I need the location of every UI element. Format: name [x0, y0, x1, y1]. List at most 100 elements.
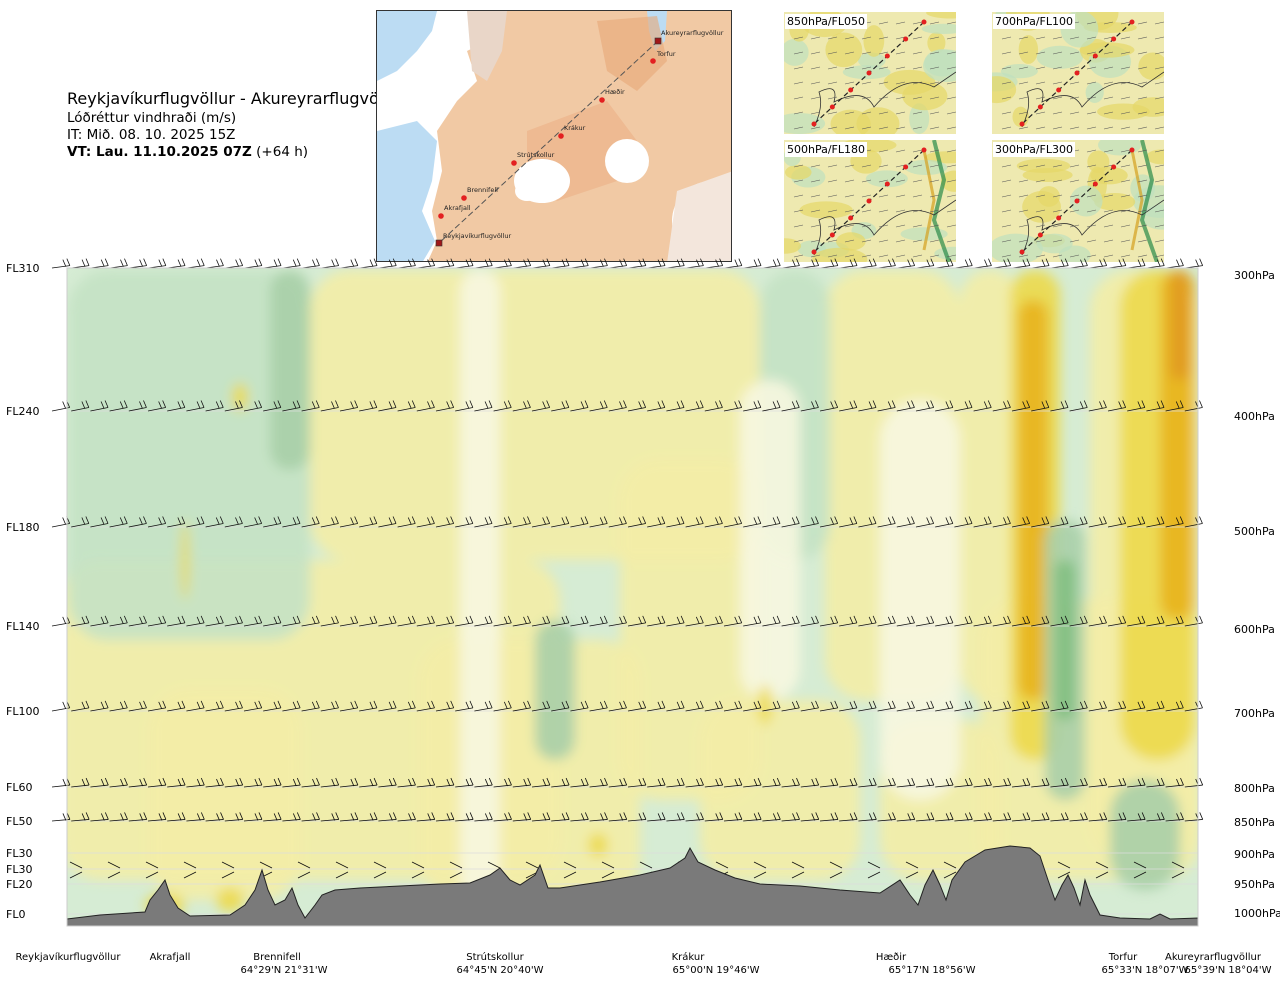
wind-barb-feather	[139, 701, 143, 710]
wind-barb-feather	[254, 259, 259, 267]
wind-barb-feather	[277, 700, 282, 709]
wind-barb	[1184, 707, 1203, 712]
wind-barb	[282, 407, 301, 412]
wind-barb-feather	[542, 813, 547, 821]
wind-barb	[943, 871, 957, 879]
thumbnail-label: 500hPa/FL180	[785, 142, 868, 157]
wind-barb-feather	[791, 401, 796, 409]
wind-barb-feather	[100, 701, 105, 710]
wind-barb-feather	[239, 400, 243, 408]
wind-barb-feather	[987, 700, 992, 709]
wind-barb-feather	[619, 701, 623, 710]
wind-barb	[1031, 523, 1049, 528]
wind-barb-feather	[335, 400, 339, 408]
wind-barb	[992, 622, 1011, 627]
wind-barb-feather	[411, 400, 416, 408]
wind-barb-feather	[369, 778, 374, 787]
wind-barb	[512, 523, 531, 528]
wind-barb-feather	[1041, 701, 1046, 710]
wind-barb-feather	[431, 615, 435, 624]
wind-barb-feather	[853, 700, 858, 709]
wind-barb-feather	[81, 778, 86, 787]
wind-barb	[71, 523, 89, 528]
wind-barb	[69, 871, 83, 879]
wind-barb-feather	[104, 258, 109, 266]
route-point-label: Akrafjall	[444, 204, 471, 212]
wind-barb-feather	[776, 777, 781, 786]
route-point-label: Hæðir	[605, 88, 625, 96]
pressure-level-label: 850hPa	[1234, 816, 1275, 829]
wind-barb	[359, 523, 377, 528]
wind-barb-feather	[292, 259, 297, 267]
wind-barb-feather	[795, 516, 800, 524]
waypoint-coordinates: 64°45'N 20°40'W	[457, 965, 544, 976]
wind-barb	[1095, 871, 1109, 879]
wind-barb-feather	[1176, 259, 1180, 267]
wind-barb-feather	[661, 516, 666, 524]
wind-barb-feather	[465, 701, 470, 710]
wind-barb	[282, 819, 301, 822]
wind-barb-feather	[580, 616, 585, 625]
wind-barb	[416, 707, 435, 712]
wind-barb	[1184, 523, 1203, 528]
wind-barb-feather	[162, 516, 167, 524]
wind-barb-feather	[657, 401, 662, 409]
wind-barb-feather	[239, 812, 244, 820]
wind-barb-feather	[523, 616, 527, 625]
wind-barb	[1165, 707, 1184, 712]
wind-barb-feather	[235, 813, 240, 821]
wind-barb-feather	[527, 615, 531, 624]
wind-barb-feather	[85, 812, 90, 820]
wind-barb	[416, 407, 435, 412]
wind-barb-feather	[1026, 615, 1031, 624]
wind-barb-feather	[1060, 517, 1065, 525]
wind-barb	[263, 523, 281, 528]
wind-barb-feather	[1103, 615, 1107, 624]
wind-barb	[1069, 407, 1088, 412]
wind-barb-feather	[984, 813, 988, 821]
wind-barb-feather	[949, 258, 954, 266]
wind-barb	[493, 523, 512, 528]
wind-barb-feather	[484, 401, 489, 409]
wind-barb-feather	[676, 401, 681, 409]
wind-barb	[954, 707, 973, 712]
wind-barb	[1031, 707, 1049, 712]
wind-barb-feather	[1060, 778, 1065, 787]
wind-barb	[819, 622, 838, 627]
wind-barb	[627, 784, 646, 788]
wind-barb-feather	[507, 400, 512, 408]
wind-barb	[167, 819, 186, 822]
wind-barb	[551, 707, 569, 712]
wind-barb	[1011, 784, 1030, 788]
wind-barb-feather	[891, 700, 896, 709]
wind-barb	[320, 707, 339, 712]
wind-barb	[531, 407, 550, 412]
wind-barb	[320, 819, 339, 822]
wind-barb	[896, 819, 915, 822]
wind-barb-feather	[1080, 259, 1084, 267]
wind-barb-feather	[292, 616, 297, 625]
wind-barb-feather	[427, 778, 432, 787]
wind-barb	[905, 861, 919, 869]
wind-barb-feather	[292, 701, 297, 710]
wind-barb-feather	[911, 258, 916, 266]
wind-barb-feather	[1137, 701, 1142, 710]
wind-barb	[867, 871, 881, 879]
wind-barb	[743, 707, 761, 712]
wind-barb-feather	[1180, 258, 1184, 266]
wind-barb-feather	[104, 516, 109, 524]
wind-barb	[525, 861, 539, 869]
wind-barb-feather	[158, 701, 163, 710]
wind-barb	[819, 707, 838, 712]
wind-barb-feather	[930, 400, 935, 408]
wind-barb-feather	[85, 777, 90, 786]
wind-barb	[416, 523, 435, 528]
wind-barb	[608, 523, 627, 528]
wind-barb-feather	[1022, 778, 1027, 787]
field-region	[960, 270, 1020, 700]
waypoint-name: Krákur	[672, 951, 706, 963]
wind-barb-feather	[527, 516, 531, 524]
wind-barb	[715, 861, 729, 869]
wind-barb-feather	[680, 258, 685, 266]
field-region	[1170, 270, 1190, 380]
